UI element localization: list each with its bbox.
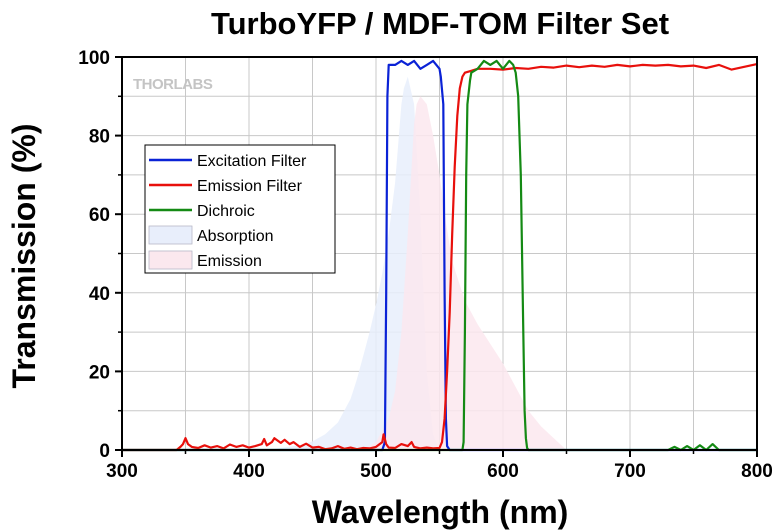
series-line-dichroic	[122, 59, 757, 452]
y-tick-label: 0	[99, 441, 110, 462]
legend-label: Absorption	[197, 228, 274, 245]
series-area-emission	[363, 96, 567, 451]
legend-label: Excitation Filter	[197, 153, 307, 170]
y-tick-label: 80	[89, 127, 110, 148]
x-tick-label: 500	[360, 461, 392, 482]
x-axis-title: Wavelength (nm)	[312, 494, 569, 530]
y-tick-label: 20	[89, 362, 110, 383]
x-tick-label: 400	[233, 461, 265, 482]
x-tick-label: 600	[487, 461, 519, 482]
series-line-excitation-filter	[122, 59, 757, 452]
x-tick-label: 300	[106, 461, 138, 482]
series-line-emission-filter	[122, 63, 758, 452]
legend: Excitation Filter Emission Filter Dichroic…	[144, 144, 336, 274]
x-tick-label: 700	[614, 461, 646, 482]
legend-swatch	[148, 225, 193, 245]
legend-label: Emission Filter	[197, 178, 303, 195]
y-tick-label: 40	[89, 284, 110, 305]
y-tick-label: 60	[89, 205, 110, 226]
legend-label: Dichroic	[197, 203, 255, 220]
watermark-logo: THORLABS	[133, 76, 213, 93]
y-axis-title: Transmission (%)	[6, 124, 42, 389]
y-tick-label: 100	[78, 48, 110, 69]
series-area-absorption	[249, 76, 440, 450]
plot-area: THORLABS 300 400 500 600 700 800 0 20 40 60 80 100 Ex…	[78, 48, 773, 482]
legend-label: Emission	[197, 253, 262, 270]
chart-title: TurboYFP / MDF-TOM Filter Set	[211, 6, 669, 41]
x-tick-label: 800	[741, 461, 773, 482]
legend-swatch	[148, 250, 193, 270]
